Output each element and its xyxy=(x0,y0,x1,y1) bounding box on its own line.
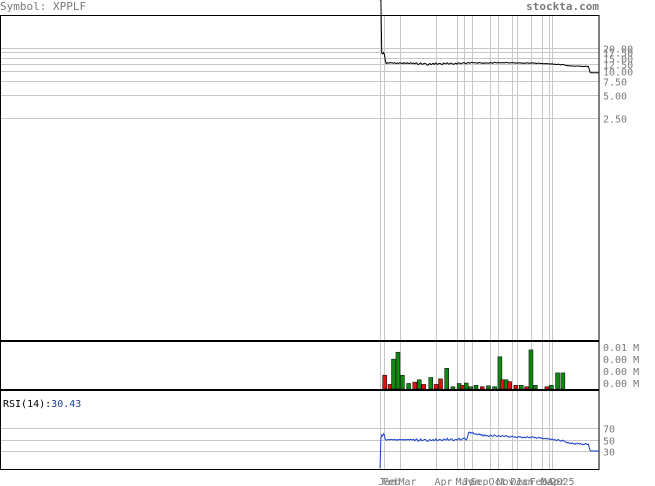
x-tick-label: May xyxy=(456,477,474,486)
volume-bar xyxy=(524,386,529,390)
rsi-value: 30.43 xyxy=(51,399,81,410)
price-tick-label: 17.50 xyxy=(603,49,633,60)
volume-bar xyxy=(444,368,449,390)
volume-bar xyxy=(555,372,560,390)
volume-bar xyxy=(473,385,479,390)
panel-frames xyxy=(0,15,600,470)
volume-bar xyxy=(479,386,485,390)
x-tick-label: Sep xyxy=(471,477,489,486)
volume-bar xyxy=(468,386,473,390)
volume-bar xyxy=(549,385,554,390)
volume-tick-label: 0.01 M xyxy=(603,343,639,354)
rsi-frame xyxy=(0,390,600,470)
volume-bar xyxy=(492,386,497,390)
volume-bar xyxy=(382,374,387,390)
volume-tick-label: 0.00 M xyxy=(603,379,639,390)
rsi-label: RSI(14): xyxy=(3,399,51,410)
volume-bar xyxy=(412,381,418,390)
price-line xyxy=(380,0,599,74)
volume-bar xyxy=(544,386,550,390)
rsi-panel xyxy=(379,431,599,469)
price-tick-label: 5.00 xyxy=(603,92,627,103)
price-tick-label: 2.50 xyxy=(603,115,627,126)
price-tick-label: 12.50 xyxy=(603,61,633,72)
volume-panel xyxy=(382,349,566,390)
volume-bar xyxy=(428,377,434,390)
x-tick-label: Mar xyxy=(541,477,559,486)
volume-bar xyxy=(463,382,469,390)
rsi-line xyxy=(379,431,599,469)
x-tick-label: Jan xyxy=(379,477,397,486)
x-tick-label: Nov xyxy=(497,477,515,486)
x-tick-label: Feb xyxy=(530,477,548,486)
rsi-tick-label: 70 xyxy=(603,425,615,436)
x-tick-label: Jan xyxy=(516,477,534,486)
rsi-legend: RSI(14):30.43 xyxy=(3,399,81,410)
volume-bar xyxy=(507,381,512,390)
volume-bar xyxy=(528,349,534,390)
volume-tick-label: 0.00 M xyxy=(603,367,639,378)
grid-layer xyxy=(0,15,599,469)
price-tick-label: 7.50 xyxy=(603,78,627,89)
volume-bar xyxy=(486,385,491,390)
volume-bar xyxy=(395,351,401,390)
rsi-tick-label: 30 xyxy=(603,448,615,459)
volume-bar xyxy=(416,379,422,390)
volume-bar xyxy=(450,386,456,390)
x-tick-label: Dec xyxy=(511,477,529,486)
volume-bar xyxy=(560,372,566,390)
volume-bar xyxy=(391,358,396,390)
volume-bar xyxy=(533,385,538,390)
volume-bar xyxy=(421,384,426,390)
volume-bar xyxy=(400,374,405,390)
site-name: stockta.com xyxy=(526,0,599,13)
symbol-label: Symbol: XPPLF xyxy=(0,0,86,13)
x-tick-label: Feb xyxy=(383,477,401,486)
x-tick-label: Apr xyxy=(548,477,566,486)
volume-bar xyxy=(438,378,443,390)
price-tick-label: 20.00 xyxy=(603,45,633,56)
volume-bar xyxy=(497,356,503,390)
x-tick-label: Oct xyxy=(489,477,507,486)
volume-bar xyxy=(433,384,439,390)
price-tick-label: 15.00 xyxy=(603,55,633,66)
volume-frame xyxy=(0,341,600,390)
volume-bar xyxy=(406,383,411,390)
price-frame xyxy=(0,15,600,341)
x-tick-label: Jun xyxy=(463,477,481,486)
price-tick-label: 10.00 xyxy=(603,68,633,79)
volume-tick-label: 0.00 M xyxy=(603,355,639,366)
x-tick-label: Mar xyxy=(399,477,417,486)
x-tick-label: Apr xyxy=(435,477,453,486)
volume-bar xyxy=(513,385,519,390)
rsi-tick-label: 50 xyxy=(603,437,615,448)
x-tick-label: 2025 xyxy=(551,477,575,486)
volume-bar xyxy=(518,385,524,390)
price-panel xyxy=(380,0,599,74)
